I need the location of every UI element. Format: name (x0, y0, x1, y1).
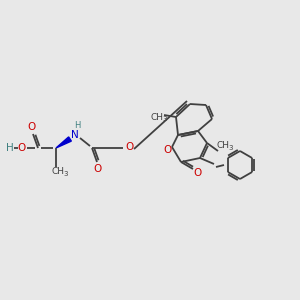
Text: 3: 3 (64, 171, 68, 177)
Text: O: O (193, 168, 201, 178)
Text: O: O (163, 145, 171, 155)
Text: O: O (94, 164, 102, 174)
Text: H: H (6, 143, 14, 153)
Text: 3: 3 (229, 145, 233, 151)
Text: O: O (18, 143, 26, 153)
Polygon shape (56, 137, 71, 148)
Text: CH: CH (151, 112, 164, 122)
Text: O: O (27, 122, 35, 132)
Text: N: N (71, 130, 79, 140)
Text: CH: CH (217, 142, 230, 151)
Text: CH: CH (52, 167, 64, 176)
Text: O: O (125, 142, 133, 152)
Text: H: H (74, 121, 80, 130)
Text: 3: 3 (163, 116, 167, 122)
